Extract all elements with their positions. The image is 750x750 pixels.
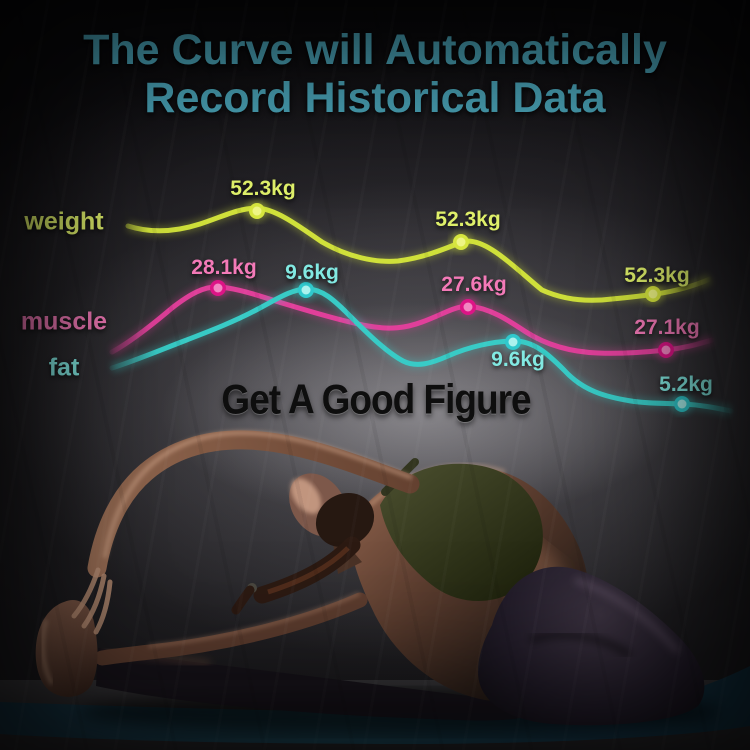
weight-value-1: 52.3kg [230,177,296,200]
lower-arm [94,592,368,666]
muscle-points [207,277,677,361]
legend-muscle: muscle [20,307,108,336]
legend-weight: weight [24,207,104,236]
fat-points [295,279,693,415]
fat-curve [109,279,734,416]
muscle-value-1: 28.1kg [191,256,257,279]
folded-legs [478,566,705,726]
fat-value-2: 9.6kg [491,348,545,371]
overhead-arm [87,430,420,578]
sports-bra [380,463,543,602]
muscle-value-3: 27.1kg [634,316,700,339]
yoga-woman-illustration [35,430,705,726]
legend-fat: fat [48,353,80,382]
hair [315,492,375,548]
weight-value-3: 52.3kg [624,264,690,287]
ponytail [253,536,361,604]
fat-value-1: 9.6kg [285,261,339,284]
weight-value-2: 52.3kg [435,208,501,231]
title-line-2: Record Historical Data [144,74,606,122]
muscle-value-2: 27.6kg [441,273,507,296]
tagline: Get A Good Figure [221,376,531,423]
face-highlight [290,478,322,514]
weight-points [246,200,664,305]
title-line-1: The Curve will Automatically [83,26,667,74]
muscle-curve [109,277,715,361]
weight-curve [125,200,713,306]
fat-value-3: 5.2kg [659,373,713,396]
hand-fingers [71,567,113,635]
foot [35,600,98,697]
page-title: The Curve will Automatically Record Hist… [0,26,750,122]
